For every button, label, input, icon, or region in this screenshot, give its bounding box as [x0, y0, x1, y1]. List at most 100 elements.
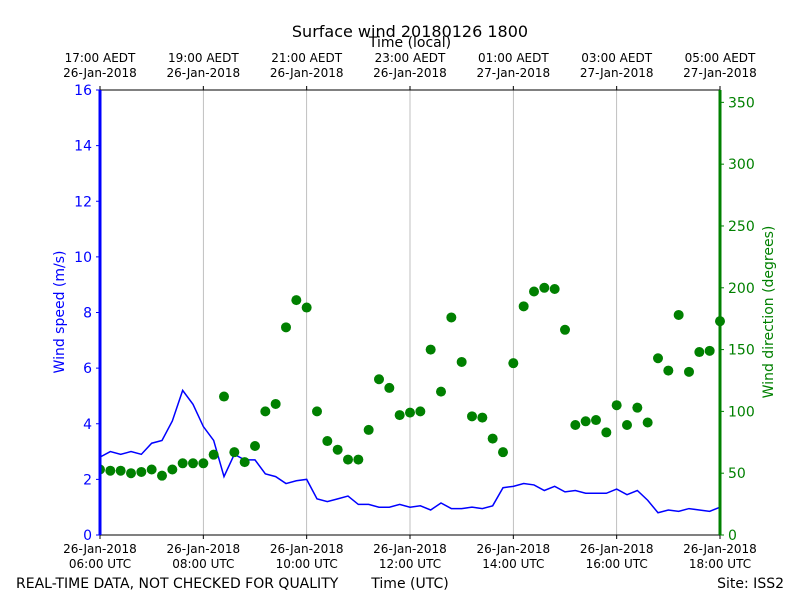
x2-tick-label: 23:00 AEDT	[375, 51, 446, 65]
x-tick-label: 18:00 UTC	[689, 557, 751, 571]
y-tick-label: 0	[83, 528, 92, 544]
y2-tick-label: 300	[728, 157, 755, 173]
direction-point	[291, 295, 302, 306]
y-tick-label: 4	[83, 417, 92, 433]
y-tick-label: 12	[74, 194, 92, 210]
direction-point	[570, 419, 581, 430]
direction-point	[642, 417, 653, 428]
x2-tick-label: 26-Jan-2018	[63, 66, 137, 80]
direction-point	[260, 406, 271, 417]
direction-point	[343, 454, 353, 465]
x2-tick-label: 27-Jan-2018	[477, 66, 551, 80]
x2-tick-label: 26-Jan-2018	[167, 66, 241, 80]
direction-point	[136, 466, 147, 477]
direction-point	[446, 312, 457, 323]
direction-point	[239, 457, 250, 468]
x-axis-label: Time (UTC)	[370, 576, 448, 592]
y2-tick-label: 50	[728, 466, 746, 482]
x2-axis-label: Time (local)	[368, 35, 451, 51]
direction-point	[353, 454, 364, 465]
x-tick-label: 26-Jan-2018	[373, 542, 447, 556]
direction-point	[157, 470, 167, 481]
direction-point	[704, 345, 715, 356]
direction-point	[374, 374, 384, 385]
direction-point	[219, 391, 229, 402]
y2-tick-label: 100	[728, 404, 755, 420]
y-tick-label: 14	[74, 139, 92, 155]
direction-point	[126, 468, 136, 479]
chart-title: Surface wind 20180126 1800	[292, 22, 528, 41]
direction-point	[415, 406, 426, 417]
direction-point	[684, 366, 694, 377]
y2-tick-label: 200	[728, 281, 755, 297]
x2-tick-label: 19:00 AEDT	[168, 51, 239, 65]
y-tick-label: 16	[74, 83, 92, 99]
direction-point	[146, 464, 157, 475]
x-tick-label: 26-Jan-2018	[270, 542, 344, 556]
x-tick-label: 16:00 UTC	[586, 557, 648, 571]
y-tick-label: 2	[83, 472, 92, 488]
x-tick-label: 26-Jan-2018	[477, 542, 551, 556]
direction-point	[115, 465, 126, 476]
y2-tick-label: 250	[728, 219, 755, 235]
direction-point	[694, 347, 705, 358]
direction-point	[322, 436, 333, 447]
direction-point	[312, 406, 322, 417]
x-tick-label: 10:00 UTC	[276, 557, 338, 571]
y-axis-label: Wind speed (m/s)	[52, 251, 68, 374]
y-tick-label: 10	[74, 250, 92, 266]
direction-point	[456, 356, 467, 367]
direction-point	[591, 415, 601, 426]
direction-point	[487, 433, 498, 444]
direction-point	[198, 458, 209, 469]
x-tick-label: 26-Jan-2018	[167, 542, 241, 556]
x2-tick-label: 01:00 AEDT	[478, 51, 549, 65]
direction-point	[498, 447, 508, 458]
direction-point	[229, 447, 240, 458]
direction-point	[425, 344, 436, 355]
direction-point	[467, 411, 477, 422]
direction-point	[518, 301, 529, 312]
x-tick-label: 26-Jan-2018	[683, 542, 757, 556]
direction-point	[188, 458, 198, 469]
direction-point	[653, 353, 663, 364]
direction-point	[332, 444, 343, 455]
direction-point	[580, 416, 591, 427]
direction-point	[363, 424, 374, 435]
x-tick-label: 26-Jan-2018	[580, 542, 654, 556]
direction-point	[208, 449, 219, 460]
direction-point	[477, 412, 488, 423]
direction-point	[436, 386, 446, 397]
y2-axis-label: Wind direction (degrees)	[761, 226, 777, 399]
direction-point	[529, 286, 539, 297]
direction-point	[384, 382, 395, 393]
y2-tick-label: 0	[728, 528, 737, 544]
x2-tick-label: 27-Jan-2018	[683, 66, 757, 80]
direction-point	[177, 458, 188, 469]
direction-point	[632, 402, 643, 413]
direction-point	[167, 464, 178, 475]
direction-point	[105, 465, 116, 476]
y2-tick-label: 350	[728, 95, 755, 111]
x2-tick-label: 17:00 AEDT	[65, 51, 136, 65]
direction-point	[539, 282, 550, 293]
direction-point	[560, 324, 570, 335]
direction-point	[250, 441, 260, 451]
direction-point	[611, 400, 622, 411]
x2-tick-label: 21:00 AEDT	[271, 51, 342, 65]
x2-tick-label: 03:00 AEDT	[581, 51, 652, 65]
direction-point	[673, 309, 684, 320]
direction-point	[270, 398, 281, 409]
x2-tick-label: 26-Jan-2018	[373, 66, 447, 80]
y-tick-label: 6	[83, 361, 92, 377]
footer-note: REAL-TIME DATA, NOT CHECKED FOR QUALITY	[16, 576, 339, 592]
direction-point	[663, 365, 674, 376]
x-tick-label: 12:00 UTC	[379, 557, 441, 571]
x-tick-label: 26-Jan-2018	[63, 542, 137, 556]
direction-point	[281, 322, 291, 333]
direction-point	[394, 410, 405, 421]
site-label: Site: ISS2	[717, 576, 784, 592]
y2-tick-label: 150	[728, 343, 755, 359]
x2-tick-label: 26-Jan-2018	[270, 66, 344, 80]
